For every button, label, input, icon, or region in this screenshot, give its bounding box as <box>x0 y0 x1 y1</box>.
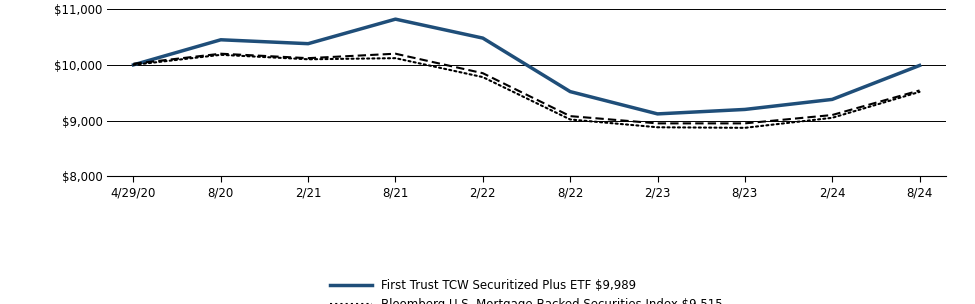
Legend: First Trust TCW Securitized Plus ETF $9,989, Bloomberg U.S. Mortgage-Backed Secu: First Trust TCW Securitized Plus ETF $9,… <box>326 274 727 304</box>
